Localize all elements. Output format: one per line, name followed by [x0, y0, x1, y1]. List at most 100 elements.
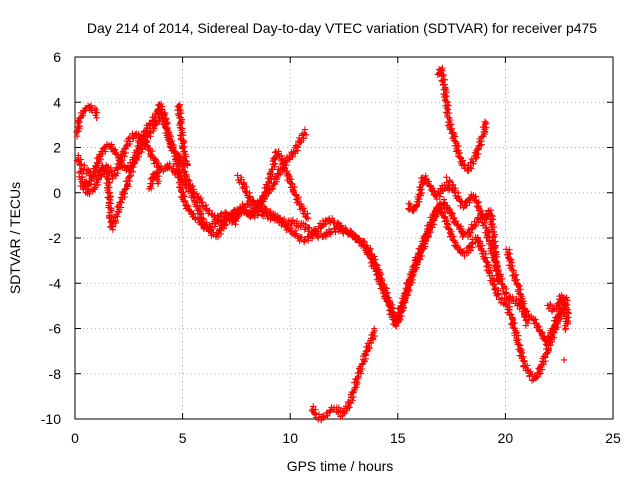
y-axis: -10 -8 -6 -4 -2 0 2 4 6	[41, 49, 613, 427]
data-point	[270, 180, 277, 188]
data-point	[475, 142, 482, 150]
data-point	[304, 215, 312, 222]
data-point	[107, 164, 115, 172]
data-point	[217, 230, 225, 238]
data-point	[476, 142, 484, 149]
data-point	[492, 244, 499, 251]
data-point	[443, 202, 451, 209]
data-point	[349, 389, 357, 396]
y-tick-label: -2	[49, 230, 62, 246]
data-point	[460, 204, 467, 211]
data-point	[557, 310, 565, 317]
data-point	[415, 191, 423, 198]
series-7	[308, 325, 379, 424]
data-point	[101, 145, 109, 153]
data-point	[481, 118, 488, 126]
data-point	[176, 184, 184, 191]
data-point	[372, 267, 379, 275]
data-point	[417, 183, 424, 191]
data-point	[78, 178, 85, 185]
data-point	[503, 301, 510, 308]
data-point	[330, 217, 337, 224]
data-point	[263, 183, 270, 191]
series-5	[145, 169, 163, 193]
data-point	[314, 228, 322, 236]
data-point	[291, 183, 298, 191]
data-point	[275, 215, 282, 222]
data-point	[270, 214, 278, 221]
data-point	[385, 301, 392, 309]
data-point	[452, 217, 460, 225]
data-point	[234, 172, 241, 179]
data-point	[87, 178, 95, 185]
data-point	[495, 290, 502, 297]
data-point	[154, 159, 162, 167]
data-point	[509, 293, 516, 301]
data-point	[532, 316, 539, 323]
data-point	[268, 175, 275, 182]
data-point	[444, 113, 451, 121]
data-point	[331, 225, 338, 233]
data-point	[196, 216, 204, 224]
data-point	[92, 163, 99, 170]
data-point	[357, 370, 365, 377]
data-point	[412, 262, 420, 269]
data-point	[438, 77, 445, 84]
data-point	[396, 312, 403, 319]
data-point	[293, 230, 300, 237]
y-tick-label: 4	[53, 94, 61, 110]
data-point	[198, 199, 205, 206]
data-point	[303, 214, 310, 221]
data-point	[382, 294, 389, 301]
series-9	[434, 64, 490, 174]
data-point	[426, 225, 433, 232]
data-point	[496, 272, 503, 280]
data-point	[562, 326, 569, 333]
data-point	[553, 304, 560, 312]
data-point	[493, 272, 500, 279]
data-point	[73, 128, 80, 136]
y-tick-label: -8	[49, 366, 62, 382]
data-point	[293, 143, 300, 150]
x-tick-label: 0	[71, 430, 79, 446]
data-point	[134, 142, 141, 150]
data-point	[489, 216, 497, 223]
x-tick-label: 25	[605, 430, 621, 446]
data-point	[371, 325, 378, 332]
data-point	[102, 166, 109, 174]
data-point	[297, 223, 304, 231]
data-point	[459, 157, 467, 164]
data-point	[264, 184, 271, 192]
data-point	[489, 213, 496, 220]
data-point	[308, 231, 316, 239]
data-point	[415, 195, 422, 203]
data-point	[324, 412, 331, 419]
data-point	[214, 233, 222, 241]
data-point	[184, 178, 192, 186]
data-point	[179, 145, 186, 152]
data-point	[285, 171, 292, 179]
data-point	[313, 227, 321, 235]
data-point	[451, 189, 459, 196]
data-point	[523, 317, 530, 324]
data-point	[109, 222, 116, 230]
data-point	[366, 250, 373, 257]
data-point	[549, 338, 556, 346]
data-point	[225, 212, 232, 219]
data-point	[506, 310, 513, 318]
data-point	[490, 234, 497, 241]
x-axis-label: GPS time / hours	[287, 458, 394, 474]
data-point	[170, 147, 177, 155]
data-point	[173, 151, 181, 158]
data-point	[425, 178, 432, 185]
data-point	[103, 174, 111, 182]
data-point	[190, 188, 197, 196]
data-point	[353, 375, 361, 382]
data-point	[503, 289, 510, 296]
data-point	[194, 193, 202, 200]
data-point	[260, 198, 267, 205]
data-point	[524, 367, 531, 374]
data-point	[321, 221, 328, 228]
data-point	[212, 220, 219, 228]
